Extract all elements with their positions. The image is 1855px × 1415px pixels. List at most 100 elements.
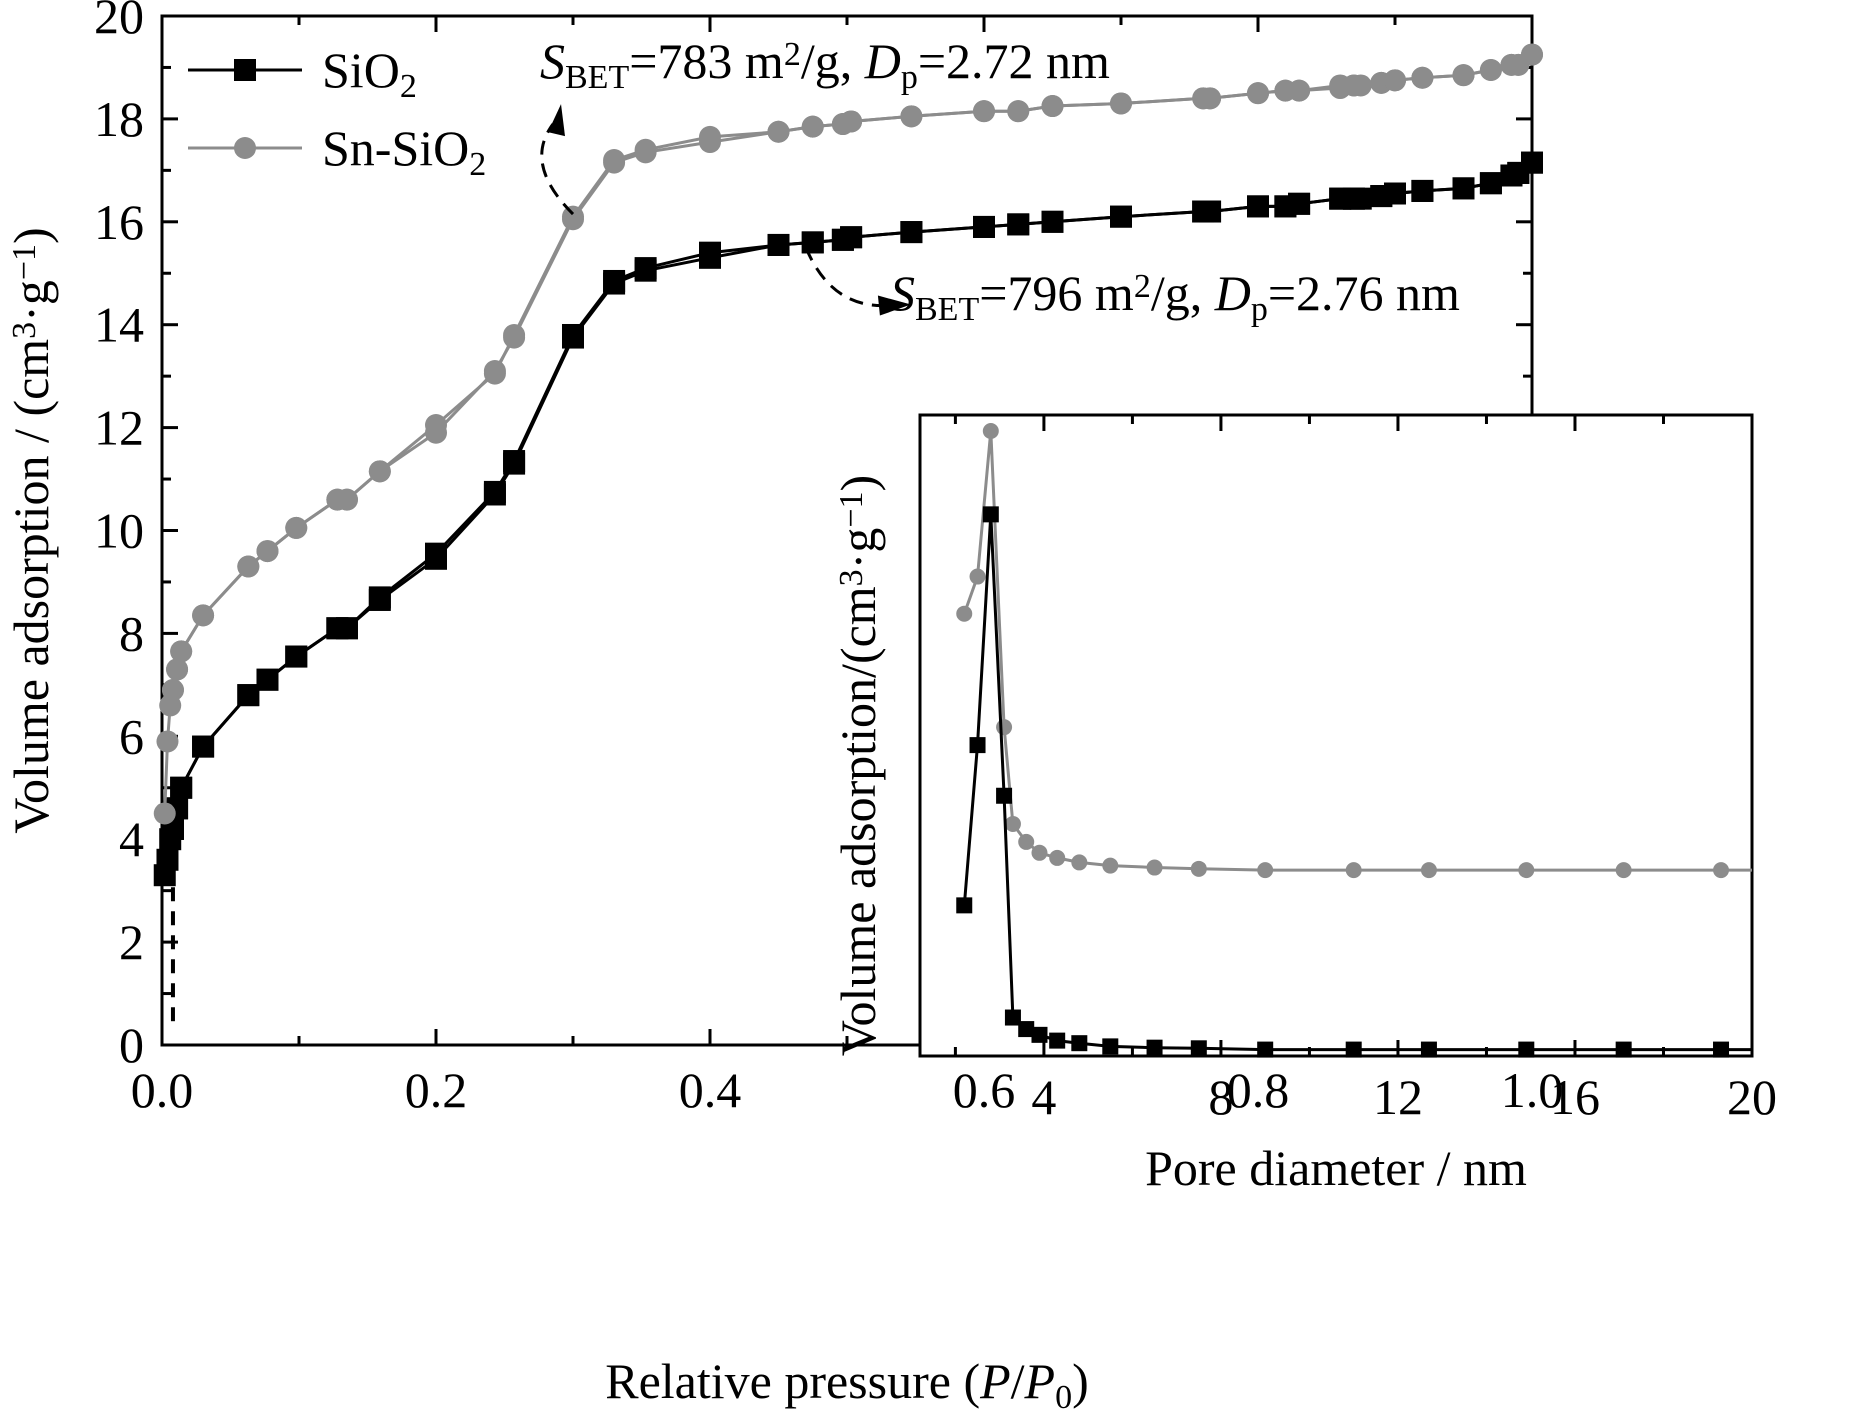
inset-sn-sio2-point [1345,862,1362,879]
inset-y-axis-title-part-3: −1 [833,491,870,527]
annotation-sn-sio2-part-6: p [901,59,918,96]
annotation-sn-sio2-part-2: =783 m [629,33,784,89]
x-tick-label: 0.2 [405,1062,468,1118]
inset-sn-sio2-point [1049,849,1066,866]
inset-series-sn-sio2 [956,423,1752,879]
x-tick-label: 0.6 [953,1062,1016,1118]
sio2-adsorption-point [483,483,506,506]
annotation-sio2-part-0: S [890,265,915,321]
sn-sio2-adsorption-point [1479,59,1502,82]
annotation-arrowhead-sio2 [877,295,911,316]
inset-x-axis-title: Pore diameter / nm [1145,1140,1527,1196]
sn-sio2-adsorption-point [1521,43,1543,66]
inset-sio2-point [982,506,999,523]
y-axis-title-part-3: −1 [6,244,43,280]
sn-sio2-adsorption-point [192,604,215,627]
sio2-adsorption-point [840,226,863,249]
annotation-sio2-part-1: BET [915,291,979,328]
annotation-sio2-part-5: D [1214,265,1251,321]
inset-sio2-point [1031,1026,1048,1043]
legend-label-0: SiO2 [322,42,417,105]
legend-marker-0 [234,59,256,81]
inset-sn-sio2-point [1615,862,1632,879]
sn-sio2-adsorption-point [425,421,447,444]
annotation-sio2-part-4: /g, [1151,265,1215,321]
sio2-adsorption-point [1479,172,1502,195]
legend-label-1: Sn-SiO2 [322,120,486,183]
inset-x-tick-label: 16 [1550,1069,1600,1125]
annotation-arrow-sn-sio2 [540,123,575,216]
inset-sn-sio2-point [982,423,999,440]
main-plot: 0.0 0.2 0.4 0.6 0.8 1.002468101214161820Relat… [3,0,1563,1415]
inset-frame [918,413,1754,1058]
y-tick-label: 14 [94,297,144,353]
inset-y-axis-title-part-4: ) [830,475,886,492]
sio2-adsorption-point [1452,177,1475,200]
inset-y-axis-title-part-1: 3 [833,569,870,586]
sio2-adsorption-point [237,684,260,707]
sio2-adsorption-point [1288,192,1311,215]
inset-sn-sio2-point [1713,862,1730,879]
y-axis-title-part-0: Volume adsorption / (cm [3,339,59,834]
sio2-adsorption-point [801,231,824,254]
x-tick-label: 0.0 [131,1062,194,1118]
sio2-adsorption-point [1007,213,1030,236]
sn-sio2-adsorption-point [170,640,193,663]
inset-sio2-point [956,897,973,914]
annotation-sn-sio2-part-7: =2.72 nm [918,33,1110,89]
x-axis-title-part-1: P [979,1353,1011,1409]
annotation-sn-sio2-part-3: 2 [784,36,801,73]
sn-sio2-adsorption-point [1110,92,1132,115]
inset-sio2-point [1071,1035,1088,1052]
y-tick-label: 10 [94,503,144,559]
inset-sio2-point [1146,1039,1163,1056]
y-tick-label: 12 [94,400,144,456]
sn-sio2-adsorption-point [1349,74,1372,97]
sio2-adsorption-point [192,735,215,758]
sn-sio2-adsorption-point [1199,87,1222,110]
y-axis-title-part-4: ) [3,227,59,244]
x-axis-title-part-0: Relative pressure ( [605,1353,980,1409]
sio2-adsorption-point [1247,195,1269,218]
sn-sio2-adsorption-point [156,730,179,753]
y-axis-title-part-2: ·g [3,280,59,322]
sn-sio2-adsorption-point [153,802,176,825]
inset-sio2-point [969,737,986,754]
inset-series-sio2 [956,506,1752,1058]
inset-sn-sio2-point [1257,862,1274,879]
inset-sn-sio2-point [1190,860,1207,877]
annotation-sio2-part-6: p [1251,291,1268,328]
sio2-adsorption-point [1411,179,1434,202]
sn-sio2-adsorption-point [1247,82,1269,105]
annotation-sn-sio2-part-5: D [864,33,901,89]
sio2-adsorption-point [973,215,995,238]
inset-sn-sio2-point [956,605,973,622]
sn-sio2-adsorption-point [1452,64,1475,87]
sio2-adsorption-point [335,617,358,640]
y-tick-label: 6 [119,708,144,764]
inset-sn-sio2-point [969,568,986,585]
y-axis-title: Volume adsorption / (cm3·g−1) [3,227,59,833]
sio2-adsorption-point [1521,151,1543,174]
annotation-sn-sio2-part-1: BET [565,59,629,96]
sio2-adsorption-point [634,259,657,282]
legend-label-0-part-1: 2 [400,68,417,105]
annotation-sio2-part-2: =796 m [979,265,1134,321]
sio2-adsorption-point [156,848,179,871]
sio2-adsorption-point [503,452,526,475]
inset-sio2-point [1713,1041,1730,1058]
inset-x-tick-label: 12 [1373,1069,1423,1125]
x-axis-title: Relative pressure (P/P0) [605,1353,1089,1415]
sn-sio2-adsorption-point [767,120,790,143]
inset-y-axis-title: Volume adsorption/(cm3·g−1) [830,475,886,1056]
inset-sio2-point [1257,1041,1274,1058]
sn-sio2-adsorption-point [1007,100,1030,123]
series-sn-sio2 [153,43,1543,825]
sn-sio2-adsorption-point [1411,66,1434,89]
annotation-arrowhead-sn-sio2 [548,104,565,137]
sn-sio2-adsorption-point [562,208,584,231]
sio2-adsorption-point [1199,200,1222,223]
annotation-sio2-part-7: =2.76 nm [1268,265,1460,321]
sn-sio2-adsorption-point [237,555,260,578]
